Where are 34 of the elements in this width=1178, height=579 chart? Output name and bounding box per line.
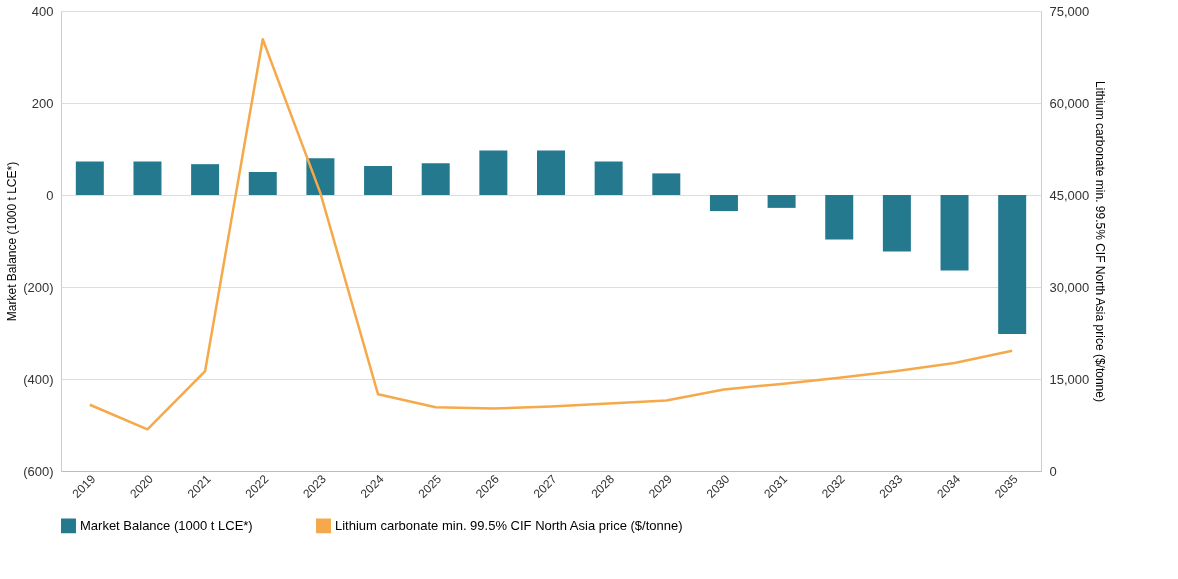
y-axis-title: Market Balance (1000 t LCE*): [5, 161, 20, 322]
y2-tick-label: 30,000: [1049, 279, 1090, 295]
y2-tick-label: 0: [1049, 463, 1057, 479]
y2-tick-label: 60,000: [1049, 95, 1090, 111]
y2-tick-label: 15,000: [1049, 371, 1090, 387]
bar: [709, 195, 738, 212]
bar: [537, 150, 565, 195]
bar: [75, 161, 104, 195]
y-tick-label: 0: [46, 187, 54, 203]
bar: [191, 164, 220, 195]
bar: [652, 173, 681, 195]
y2-tick-label: 75,000: [1049, 3, 1090, 19]
y-tick-label: (600): [23, 463, 54, 479]
bar: [479, 150, 508, 195]
legend-label: Market Balance (1000 t LCE*): [80, 517, 253, 533]
y2-tick-label: 45,000: [1049, 187, 1090, 203]
bar: [364, 166, 393, 195]
bar: [133, 161, 162, 195]
bar: [306, 158, 335, 195]
bar: [421, 163, 450, 195]
y-tick-label: (400): [23, 371, 54, 387]
y-tick-label: 400: [31, 3, 54, 19]
bar: [882, 195, 911, 252]
bar: [998, 195, 1027, 334]
y-tick-label: 200: [31, 95, 54, 111]
bar: [767, 195, 796, 208]
bar: [940, 195, 969, 271]
bar: [248, 172, 277, 195]
y-tick-label: (200): [23, 279, 54, 295]
bar: [825, 195, 854, 240]
legend-label: Lithium carbonate min. 99.5% CIF North Asia price ($/tonne): [335, 517, 683, 533]
line-series: [88, 37, 1014, 431]
bar: [594, 161, 623, 195]
y2-axis-title: Lithium carbonate min. 99.5% CIF North Asia price ($/tonne): [1093, 81, 1108, 402]
